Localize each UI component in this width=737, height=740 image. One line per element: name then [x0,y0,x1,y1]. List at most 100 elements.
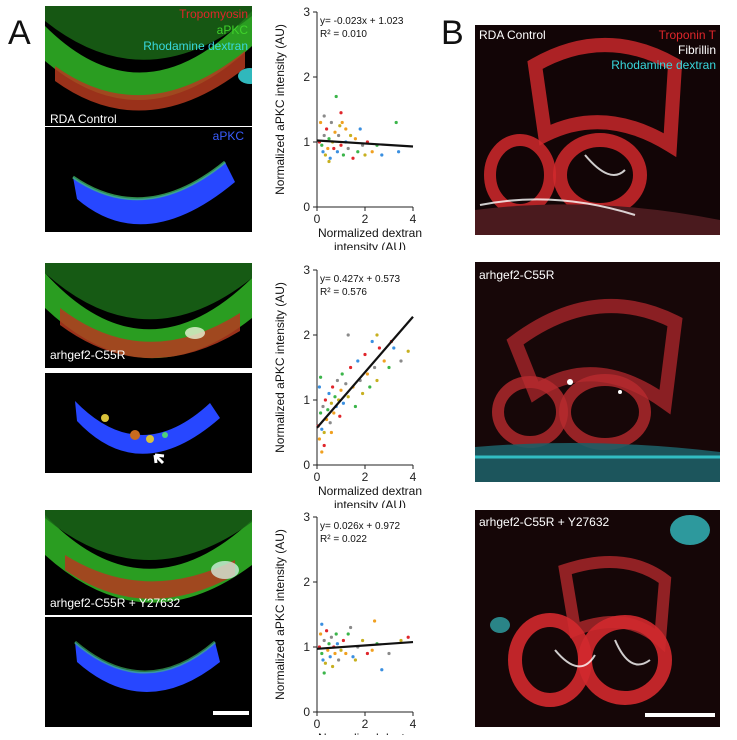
y-axis-label: Normalized aPKC intensity (AU) [273,24,287,195]
data-point [325,629,329,633]
micrograph-a-c55r-bottom [45,373,252,473]
data-point [346,395,350,399]
micrograph-a-c55r-top: arhgef2-C55R [45,263,252,368]
apkc-label: aPKC [216,23,248,37]
troponin-t-label: Troponin T [658,28,716,42]
data-point [327,642,331,646]
data-point [317,385,321,389]
data-point [346,146,350,151]
data-point [349,133,353,138]
rhodamine-dextran-label: Rhodamine dextran [143,39,248,53]
data-point [370,648,374,652]
data-point [351,655,355,659]
rhodamine-dextran-label-b: Rhodamine dextran [611,58,716,72]
condition-label-y27632-b: arhgef2-C55R + Y27632 [479,515,610,529]
data-point [332,146,336,151]
fit-line [316,139,414,148]
fit-equation: y= 0.427x + 0.573 [320,274,401,285]
data-point [326,648,330,652]
data-point [337,658,341,662]
data-point [399,638,403,643]
data-point [331,664,335,669]
data-point [363,352,367,357]
data-point [358,127,362,131]
data-point [349,365,353,370]
data-point [387,651,391,656]
data-point [317,437,321,441]
data-point [363,153,367,157]
data-point [340,372,344,376]
data-point [339,111,343,115]
data-point [323,398,327,402]
data-point [327,137,331,141]
data-point [353,137,357,141]
data-point [327,391,331,396]
data-point [323,661,327,665]
data-point [339,143,343,147]
x-tick-label: 0 [314,470,321,484]
data-point [327,159,331,164]
condition-label-c55r-b: arhgef2-C55R [479,268,555,282]
data-point [353,658,357,662]
scale-bar-b [645,713,715,717]
y-tick-label: 1 [303,135,310,149]
data-point [349,625,353,630]
condition-label-y27632-a: arhgef2-C55R + Y27632 [50,596,181,610]
x-axis-label-line1: Normalized dextran [318,226,422,240]
data-point [322,671,326,675]
data-point [375,378,379,383]
data-point [326,408,330,412]
data-point [322,430,326,435]
data-point [351,156,355,160]
data-point [333,395,337,399]
data-point [344,127,348,131]
data-point [322,638,326,643]
data-point [387,365,391,370]
data-point [356,359,360,363]
x-tick-label: 4 [410,470,417,484]
data-point [394,120,398,125]
data-point [320,450,324,454]
data-point [320,622,324,626]
data-point [380,153,384,157]
data-point [320,651,324,656]
data-point [373,365,377,370]
data-point [338,414,342,418]
r-squared: R² = 0.576 [320,287,367,298]
data-point [340,120,344,125]
fibrillin-label: Fibrillin [677,43,716,57]
fit-equation: y= -0.023x + 1.023 [320,16,404,27]
tropomyosin-label: Tropomyosin [179,7,248,21]
scatter-plot-c55r: 0 1 2 3 0 2 4 y= 0.427x + 0.573 R² = 0.576 Normal… [260,258,430,512]
data-point [329,120,333,125]
fit-line [316,316,414,429]
data-point [333,130,337,134]
x-tick-label: 0 [314,717,321,731]
y-tick-label: 2 [303,328,310,342]
data-point [319,632,323,636]
data-point [392,346,396,350]
data-point [334,632,338,636]
data-point [365,651,369,656]
data-point [377,346,381,350]
data-point [346,333,350,337]
data-point [365,372,369,376]
data-point [322,443,326,448]
r-squared: R² = 0.010 [320,29,367,40]
data-point [341,153,345,157]
data-point [339,388,343,392]
data-point [368,385,372,389]
data-point [339,648,343,652]
x-tick-label: 2 [362,717,369,731]
x-axis-label-line2: intensity (AU) [334,240,406,250]
x-axis-label-line1: Normalized dextran [318,484,422,498]
x-tick-label: 2 [362,470,369,484]
data-point [328,655,332,659]
data-point [332,411,336,415]
scatter-plot-control: 0 1 2 3 0 2 4 y= -0.023x + 1.023 R² = 0.010 Norma… [260,0,430,254]
y-tick-label: 0 [303,200,310,214]
y-tick-label: 3 [303,5,310,19]
y-tick-label: 0 [303,458,310,472]
r-squared: R² = 0.022 [320,534,367,545]
data-point [329,635,333,639]
